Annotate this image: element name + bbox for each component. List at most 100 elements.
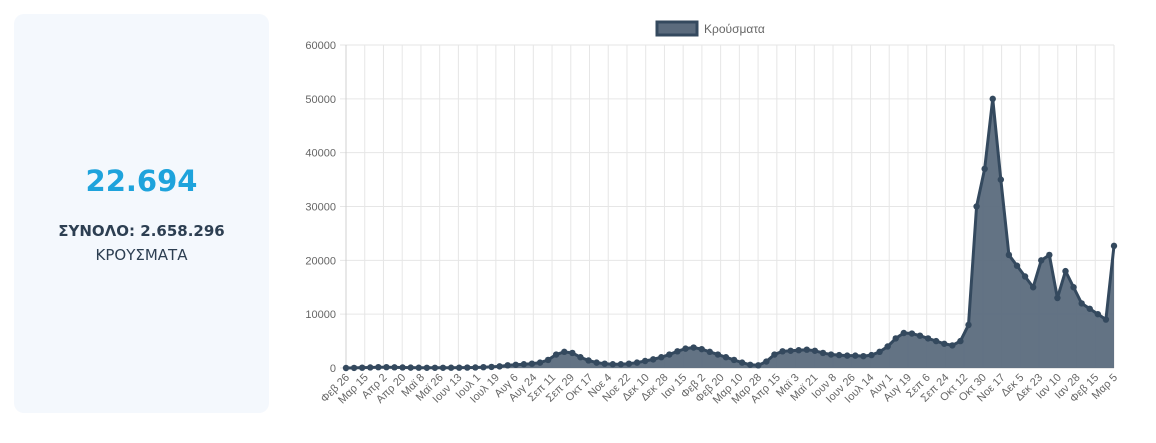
y-tick-label: 0: [330, 363, 336, 375]
data-point: [1046, 251, 1053, 259]
data-point: [844, 352, 851, 359]
data-point: [1110, 242, 1118, 250]
data-point: [868, 351, 875, 359]
data-point: [504, 362, 511, 369]
data-point: [884, 343, 891, 350]
data-point: [569, 349, 576, 357]
data-point: [803, 346, 810, 353]
data-point: [795, 347, 802, 354]
data-point: [1013, 262, 1021, 269]
data-point: [633, 359, 641, 366]
data-point: [625, 360, 633, 367]
data-point: [722, 354, 730, 361]
data-point: [682, 345, 689, 352]
data-point: [981, 165, 988, 173]
y-tick-label: 10000: [305, 309, 336, 321]
data-point: [755, 362, 762, 369]
data-point: [916, 332, 924, 339]
data-point: [536, 359, 544, 366]
data-point: [577, 354, 584, 361]
data-point: [367, 364, 374, 371]
y-tick-label: 60000: [305, 40, 336, 52]
data-point: [811, 347, 819, 354]
data-point: [924, 335, 932, 342]
data-point: [447, 364, 455, 371]
data-point: [892, 335, 899, 342]
data-point: [771, 351, 778, 358]
data-point: [997, 176, 1005, 183]
data-point: [423, 364, 431, 371]
data-point: [690, 344, 697, 351]
data-point: [561, 348, 568, 356]
data-point: [358, 364, 366, 371]
data-point: [1094, 310, 1102, 318]
data-point: [1078, 300, 1085, 307]
total-cases-label: ΣΥΝΟΛΟ: 2.658.296: [58, 221, 225, 240]
data-point: [593, 359, 600, 366]
data-point: [658, 354, 665, 361]
data-point: [496, 363, 503, 370]
data-point: [544, 356, 552, 364]
data-point: [730, 356, 738, 364]
legend-label: Κρούσματα: [704, 22, 765, 36]
data-point: [860, 352, 867, 360]
data-point: [666, 351, 673, 358]
data-point: [601, 360, 608, 367]
data-point: [827, 351, 835, 358]
data-point: [585, 357, 592, 364]
data-point: [1005, 251, 1013, 259]
data-point: [835, 351, 843, 359]
data-point: [787, 347, 794, 354]
y-tick-label: 20000: [305, 255, 336, 267]
data-point: [819, 349, 827, 357]
data-point: [512, 361, 519, 368]
data-point: [528, 360, 536, 367]
data-point: [488, 363, 495, 371]
data-point: [1054, 294, 1061, 302]
data-point: [908, 330, 916, 337]
data-point: [973, 203, 980, 210]
data-point: [706, 348, 713, 356]
series-area: [346, 98, 1114, 368]
data-point: [714, 351, 722, 358]
data-point: [480, 363, 487, 371]
data-point: [941, 340, 948, 347]
data-point: [1062, 267, 1069, 275]
y-tick-label: 50000: [305, 94, 336, 106]
data-point: [350, 364, 358, 372]
data-point: [1070, 284, 1077, 291]
data-point: [1086, 305, 1093, 312]
data-point: [375, 363, 382, 371]
data-point: [900, 329, 908, 337]
data-point: [965, 321, 972, 329]
data-point: [674, 348, 681, 355]
data-point: [383, 363, 390, 371]
cases-unit-label: ΚΡΟΥΣΜΑΤΑ: [95, 245, 188, 264]
data-point: [455, 364, 463, 371]
data-point: [1038, 257, 1045, 264]
data-point: [779, 348, 786, 355]
data-point: [439, 364, 447, 371]
data-point: [342, 364, 350, 372]
data-point: [949, 342, 956, 349]
data-point: [747, 361, 754, 368]
stat-card: 22.694 ΣΥΝΟΛΟ: 2.658.296 ΚΡΟΥΣΜΑΤΑ: [14, 14, 269, 413]
data-point: [609, 361, 616, 368]
data-point: [1029, 284, 1037, 291]
data-point: [763, 358, 770, 365]
data-point: [852, 352, 859, 359]
data-point: [957, 337, 964, 345]
data-point: [698, 345, 705, 353]
data-point: [391, 364, 398, 371]
data-point: [932, 337, 940, 345]
data-point: [1102, 316, 1110, 323]
data-point: [552, 351, 560, 358]
daily-cases-value: 22.694: [85, 163, 198, 198]
data-point: [650, 356, 657, 363]
data-point: [617, 361, 625, 368]
data-point: [399, 364, 406, 371]
data-point: [415, 364, 422, 371]
data-point: [738, 359, 746, 366]
data-point: [876, 348, 883, 356]
